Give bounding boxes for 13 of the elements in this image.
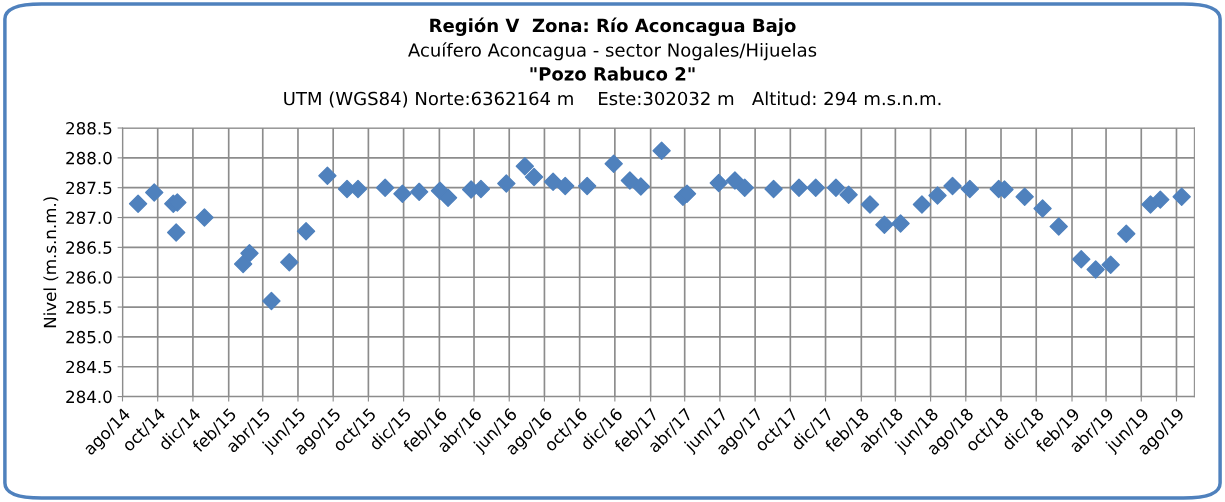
y-axis-title: Nivel (m.s.n.m.) <box>43 197 59 328</box>
y-tick-label: 284.5 <box>66 360 112 374</box>
chart-title: Región V Zona: Río Aconcagua Bajo Acuífero Aconcagua - sector Nogales/Hijuelas "Pozo Rabuco 2" <box>408 17 817 81</box>
y-tick-label: 288.0 <box>66 151 112 165</box>
chart-subtitle: UTM (WGS84) Norte:6362164 m Este:302032 m Altitud: 294 m.s.n.m. <box>284 91 941 108</box>
y-tick-label: 286.5 <box>66 241 112 254</box>
y-tick-label: 285.5 <box>66 301 112 314</box>
y-tick-label: 286.0 <box>66 271 112 284</box>
y-tick-label: 284.0 <box>66 390 112 404</box>
y-tick-label: 285.0 <box>66 330 112 344</box>
y-tick-label: 287.0 <box>66 211 112 225</box>
y-tick-label: 287.5 <box>66 181 112 195</box>
y-tick-label: 288.5 <box>66 121 112 135</box>
